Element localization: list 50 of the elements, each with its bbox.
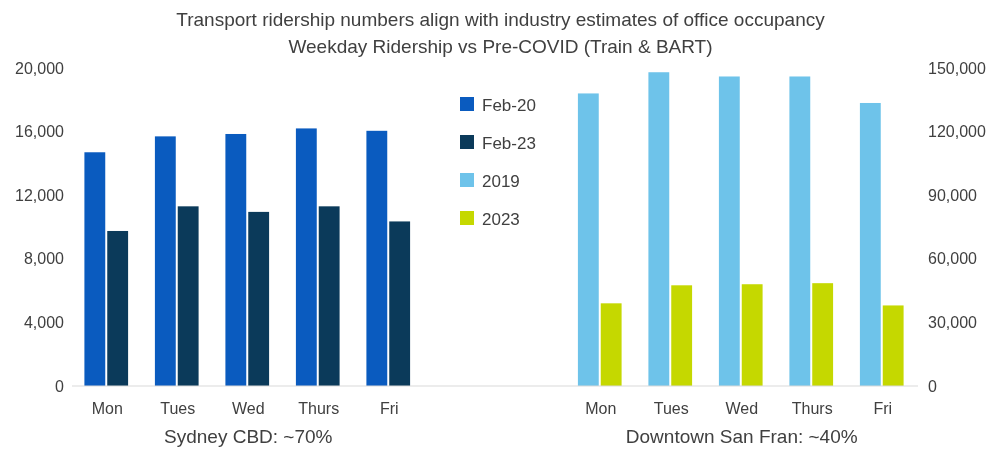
y2-tick-label: 90,000 [928,186,978,204]
x-tick-label: Tues [160,400,196,417]
bar [295,128,317,386]
text: Sydney CBD: ~70% [164,426,333,447]
bar [225,133,247,386]
bar [718,76,740,386]
y-tick-label: 8,000 [23,250,65,268]
legend-label: Feb-23 [482,133,536,153]
text: Downtown San Fran: ~40% [625,426,858,447]
bar [859,102,881,386]
bar [107,230,129,386]
y-tick-label: 0 [55,377,65,395]
bar [248,211,270,386]
x-tick-label: Fri [379,400,399,417]
y2-tick-label: 120,000 [928,123,986,141]
bar [177,206,199,386]
chart-subtitle: Weekday Ridership vs Pre-COVID (Train & BART) [288,36,713,57]
x-tick-label: Tues [653,400,689,417]
bar [84,152,106,386]
x-tick-label: Thurs [298,400,340,417]
x-tick-label: Wed [725,400,759,417]
y2-tick-label: 30,000 [928,314,978,331]
x-tick-label: Thurs [791,400,833,417]
bar [789,76,811,386]
y2-tick-label: 60,000 [928,250,978,268]
y2-tick-label: 150,000 [928,59,986,77]
x-tick-label: Mon [585,400,617,417]
bar [741,284,763,386]
legend-label: 2019 [482,171,520,191]
bar [318,206,340,386]
bar [812,283,834,386]
x-tick-label: Mon [91,400,123,417]
y-tick-label: 12,000 [15,186,65,204]
x-tick-label: Wed [231,400,265,417]
bar [154,136,176,386]
bar [882,305,904,386]
bar [671,285,693,386]
legend-label: Feb-20 [482,95,536,115]
y-tick-label: 16,000 [15,123,65,141]
bar [389,221,411,386]
bar [600,303,622,386]
bar [648,72,670,386]
bar [577,93,599,386]
legend-label: 2023 [482,209,520,229]
bar [366,130,388,386]
x-tick-label: Fri [873,400,893,417]
y2-tick-label: 0 [928,377,937,395]
y-tick-label: 4,000 [23,314,65,331]
y-tick-label: 20,000 [15,59,65,77]
chart-title: Transport ridership numbers align with industry estimates of office occupancy [176,9,826,30]
